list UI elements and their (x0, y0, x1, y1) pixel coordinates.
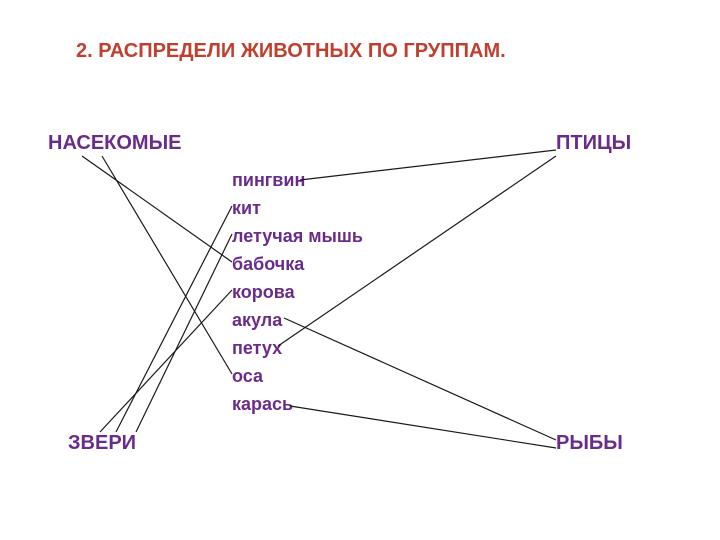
connection-lines (0, 0, 720, 540)
animal-item: кит (232, 198, 261, 219)
category-insects: НАСЕКОМЫЕ (48, 132, 182, 155)
exercise-title: 2. РАСПРЕДЕЛИ ЖИВОТНЫХ ПО ГРУППАМ. (76, 40, 506, 63)
animal-item: петух (232, 338, 282, 359)
animal-item: карась (232, 394, 293, 415)
animal-item: летучая мышь (232, 226, 363, 247)
category-birds: ПТИЦЫ (556, 132, 631, 155)
category-fish: РЫБЫ (556, 432, 623, 455)
animal-item: пингвин (232, 170, 305, 191)
animal-item: бабочка (232, 254, 304, 275)
animal-item: оса (232, 366, 263, 387)
animal-item: акула (232, 310, 282, 331)
animal-item: корова (232, 282, 295, 303)
category-beasts: ЗВЕРИ (68, 432, 136, 455)
